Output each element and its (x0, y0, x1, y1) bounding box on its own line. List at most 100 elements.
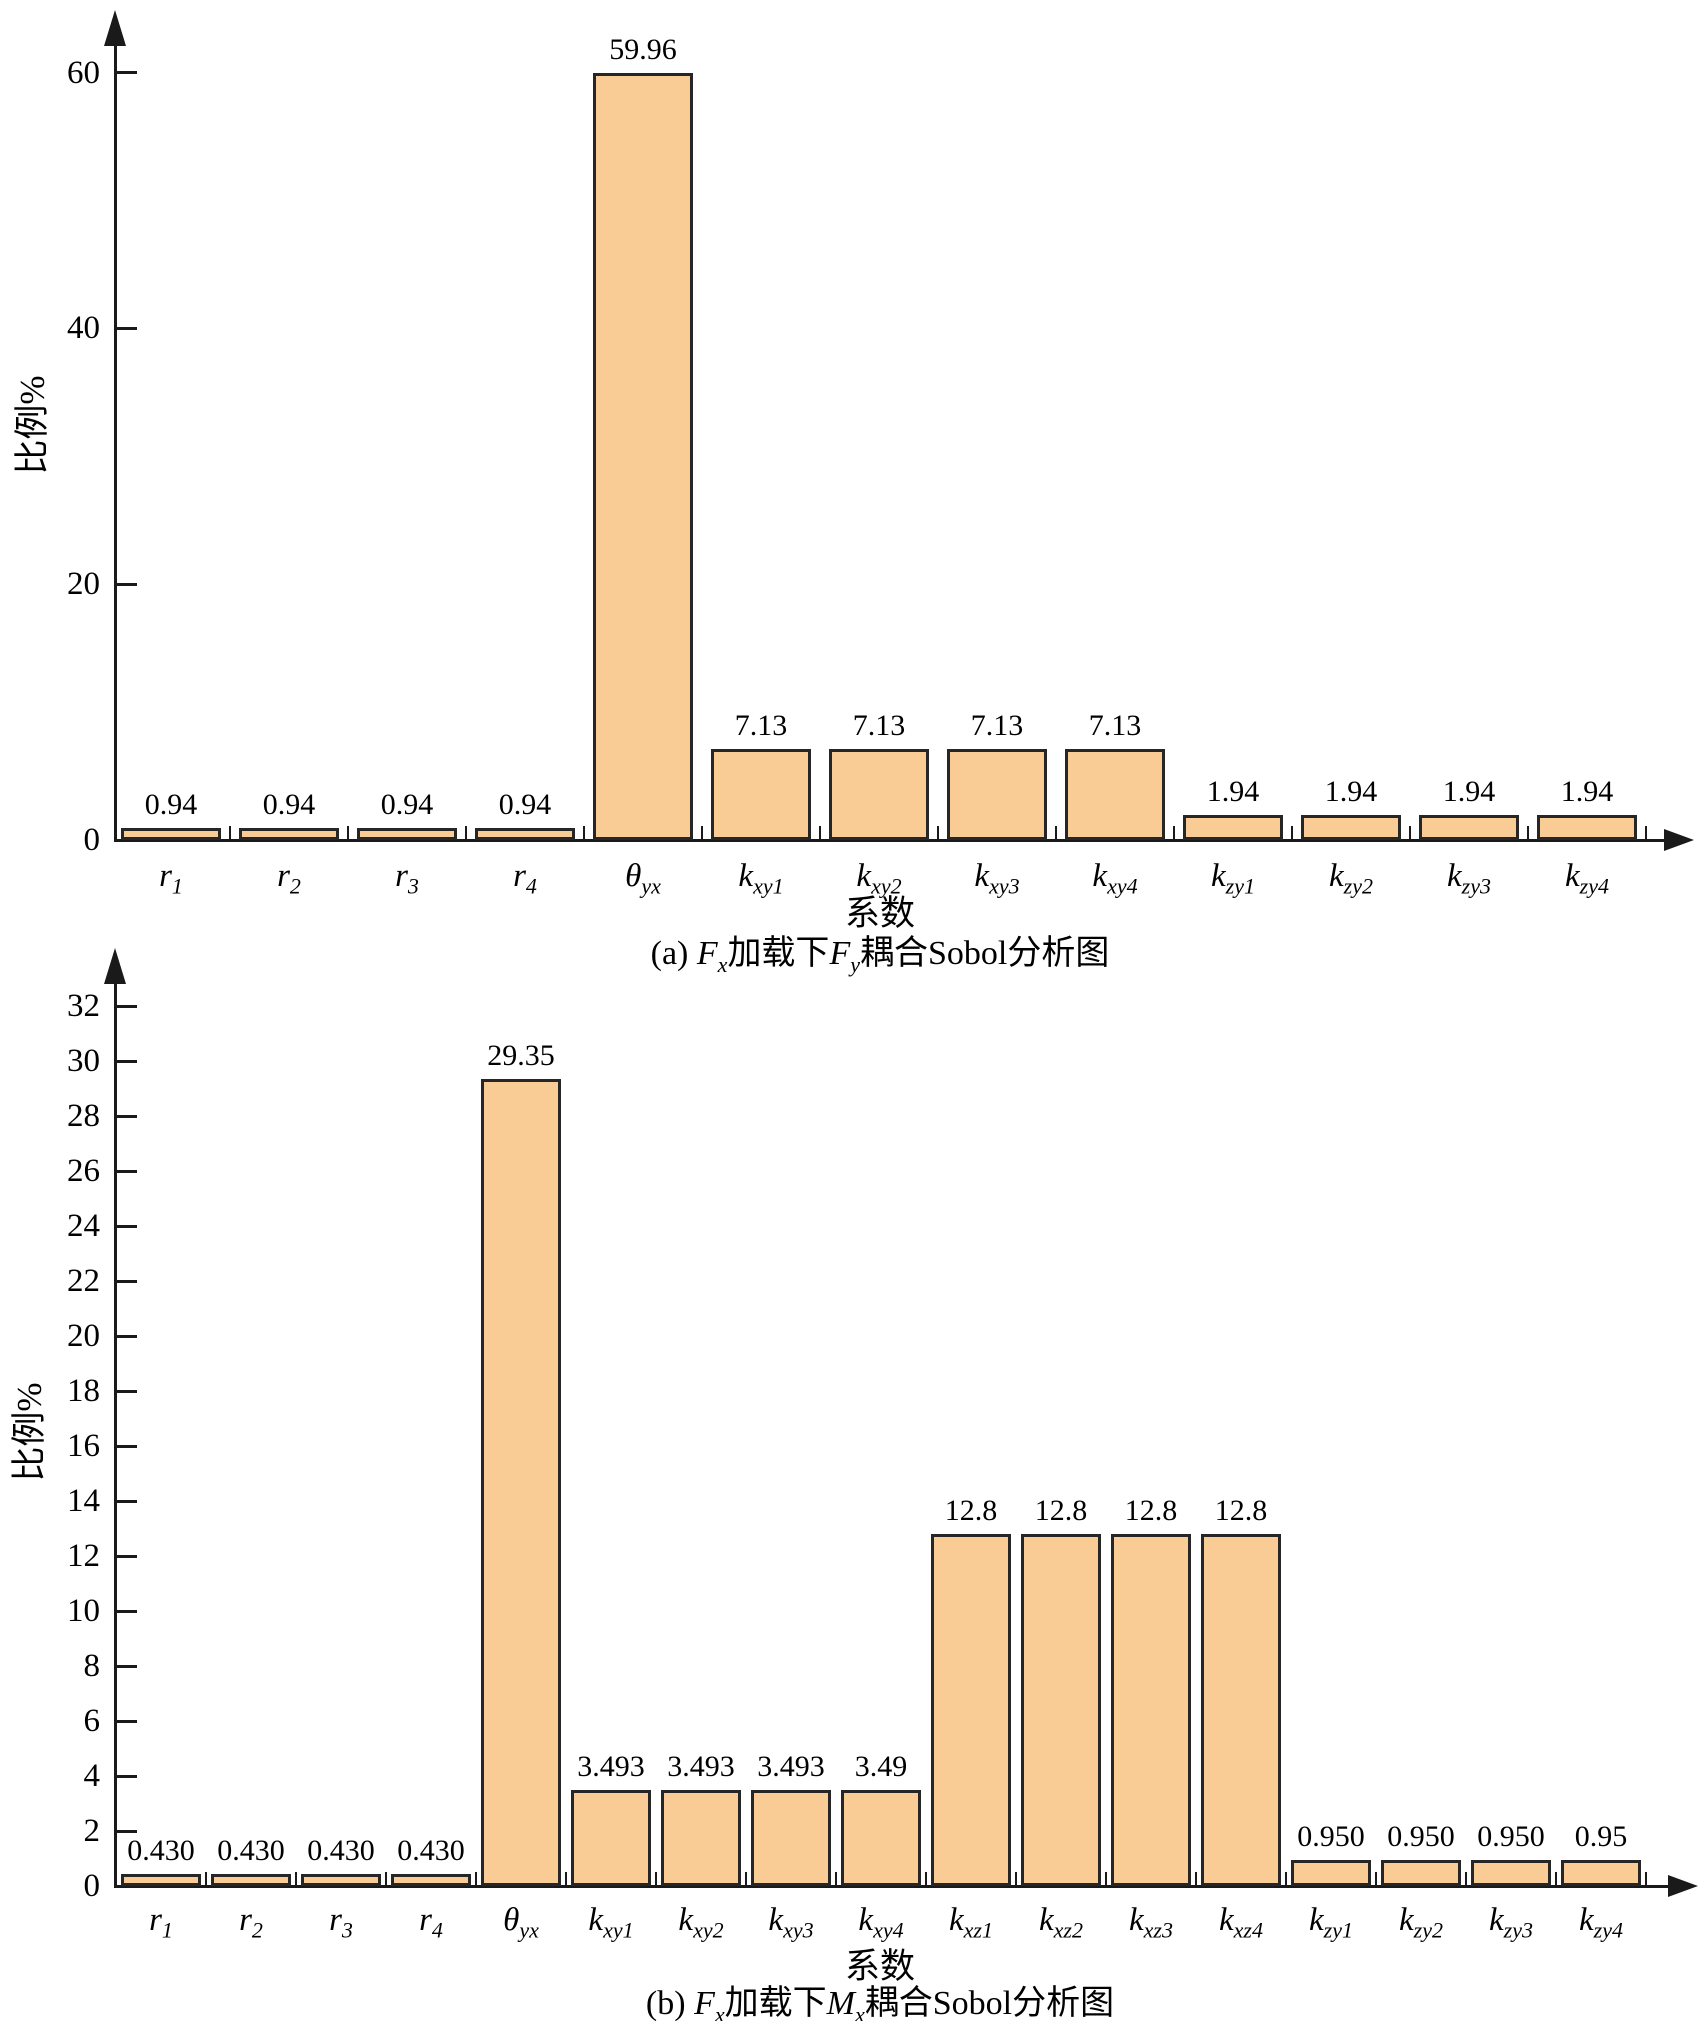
y-tick (115, 1444, 137, 1448)
y-tick (115, 1059, 137, 1063)
x-category-label-kxy3: kxy3 (974, 858, 1020, 899)
x-category-label-r3: r3 (329, 1902, 353, 1943)
bar-kxy2 (661, 1789, 741, 1886)
y-tick-label: 26 (67, 1153, 100, 1189)
y-tick (115, 1609, 137, 1613)
x-tick (475, 1872, 477, 1886)
x-tick (1555, 1872, 1557, 1886)
x-category-label-kzy2: kzy2 (1399, 1902, 1443, 1943)
bar-value-label: 12.8 (1124, 1494, 1178, 1527)
y-tick-label: 28 (67, 1098, 100, 1134)
bar-value-label: 7.13 (970, 708, 1024, 742)
x-category-label-kxy2: kxy2 (678, 1902, 724, 1943)
bar-kzy4 (1537, 815, 1637, 840)
y-axis (113, 30, 117, 842)
bar-value-label: 7.13 (1088, 708, 1142, 742)
x-category-label-r3: r3 (395, 858, 419, 899)
chart-caption: (a) Fx加载下Fy耦合Sobol分析图 (650, 935, 1110, 977)
bar-value-label: 0.950 (1387, 1819, 1455, 1853)
bar-value-label: 0.94 (262, 787, 316, 821)
bar-kxy1 (571, 1789, 651, 1886)
y-tick-label: 0 (83, 1868, 101, 1904)
x-tick (1015, 1872, 1017, 1886)
y-tick (115, 1114, 137, 1118)
x-tick (385, 1872, 387, 1886)
x-tick (1285, 1872, 1287, 1886)
x-axis-arrow-icon (1668, 1875, 1698, 1897)
y-tick (115, 1334, 137, 1338)
x-tick (583, 826, 585, 840)
x-category-label-kxy4: kxy4 (1092, 858, 1138, 899)
y-tick (115, 1224, 137, 1228)
x-tick (347, 826, 349, 840)
x-tick (1291, 826, 1293, 840)
bar-kzy1 (1291, 1859, 1371, 1886)
bar-value-label: 0.430 (127, 1834, 195, 1868)
bar-kxy1 (711, 748, 811, 840)
x-tick (1375, 1872, 1377, 1886)
y-tick (115, 1499, 137, 1503)
bar-value-label: 3.493 (667, 1749, 735, 1783)
x-tick (1173, 826, 1175, 840)
bar-value-label: 0.94 (380, 787, 434, 821)
bar-value-label: 29.35 (487, 1038, 555, 1072)
y-tick-label: 60 (67, 54, 100, 91)
x-category-label-kxy4: kxy4 (858, 1902, 904, 1943)
x-axis-title: 系数 (844, 1947, 915, 1986)
bar-value-label: 3.493 (757, 1749, 825, 1783)
x-category-label-kxy2: kxy2 (856, 858, 902, 899)
x-category-label-kxz2: kxz2 (1039, 1902, 1083, 1943)
y-tick-label: 2 (83, 1813, 101, 1849)
x-category-label-kzy3: kzy3 (1447, 858, 1491, 899)
bar-r4 (475, 827, 575, 840)
bar-value-label: 0.95 (1574, 1819, 1628, 1853)
x-category-label-kzy4: kzy4 (1565, 858, 1609, 899)
x-tick (1645, 826, 1647, 840)
x-tick (925, 1872, 927, 1886)
x-category-label-θyx: θyx (625, 858, 661, 899)
y-tick-label: 22 (67, 1263, 100, 1299)
bar-kzy4 (1561, 1859, 1641, 1886)
x-category-label-kzy2: kzy2 (1329, 858, 1373, 899)
x-tick (295, 1872, 297, 1886)
y-axis-title: 比例% (13, 375, 52, 475)
y-tick-label: 14 (67, 1483, 100, 1519)
bar-value-label: 1.94 (1206, 775, 1260, 809)
x-category-label-r2: r2 (239, 1902, 263, 1943)
y-tick-label: 20 (67, 1318, 100, 1354)
bar-r1 (121, 1874, 201, 1886)
x-category-label-r1: r1 (149, 1902, 173, 1943)
bar-kzy2 (1301, 815, 1401, 840)
y-tick (115, 1664, 137, 1668)
bar-value-label: 7.13 (734, 708, 788, 742)
bar-value-label: 0.94 (144, 787, 198, 821)
x-category-label-kzy4: kzy4 (1579, 1902, 1623, 1943)
x-category-label-kxy1: kxy1 (588, 1902, 634, 1943)
y-tick-label: 0 (83, 822, 101, 858)
y-tick-label: 20 (67, 566, 100, 603)
bar-r3 (301, 1874, 381, 1886)
bar-r1 (121, 827, 221, 840)
bar-r3 (357, 827, 457, 840)
bar-value-label: 12.8 (1214, 1494, 1268, 1527)
x-tick (1527, 826, 1529, 840)
bar-value-label: 59.96 (609, 33, 677, 67)
x-tick (565, 1872, 567, 1886)
bar-kxy4 (1065, 748, 1165, 840)
y-tick (115, 71, 137, 75)
x-category-label-kzy1: kzy1 (1309, 1902, 1353, 1943)
bar-value-label: 0.950 (1297, 1819, 1365, 1853)
bar-kxy2 (829, 748, 929, 840)
x-category-label-kxy3: kxy3 (768, 1902, 814, 1943)
y-tick (115, 1004, 137, 1008)
y-tick-label: 24 (67, 1208, 100, 1244)
y-tick (115, 1279, 137, 1283)
bar-θyx (593, 73, 693, 840)
x-tick (1465, 1872, 1467, 1886)
x-tick (1645, 1872, 1647, 1886)
bar-r2 (239, 827, 339, 840)
x-category-label-r2: r2 (277, 858, 301, 899)
x-tick (655, 1872, 657, 1886)
bar-kzy2 (1381, 1859, 1461, 1886)
bar-value-label: 12.8 (944, 1494, 998, 1527)
